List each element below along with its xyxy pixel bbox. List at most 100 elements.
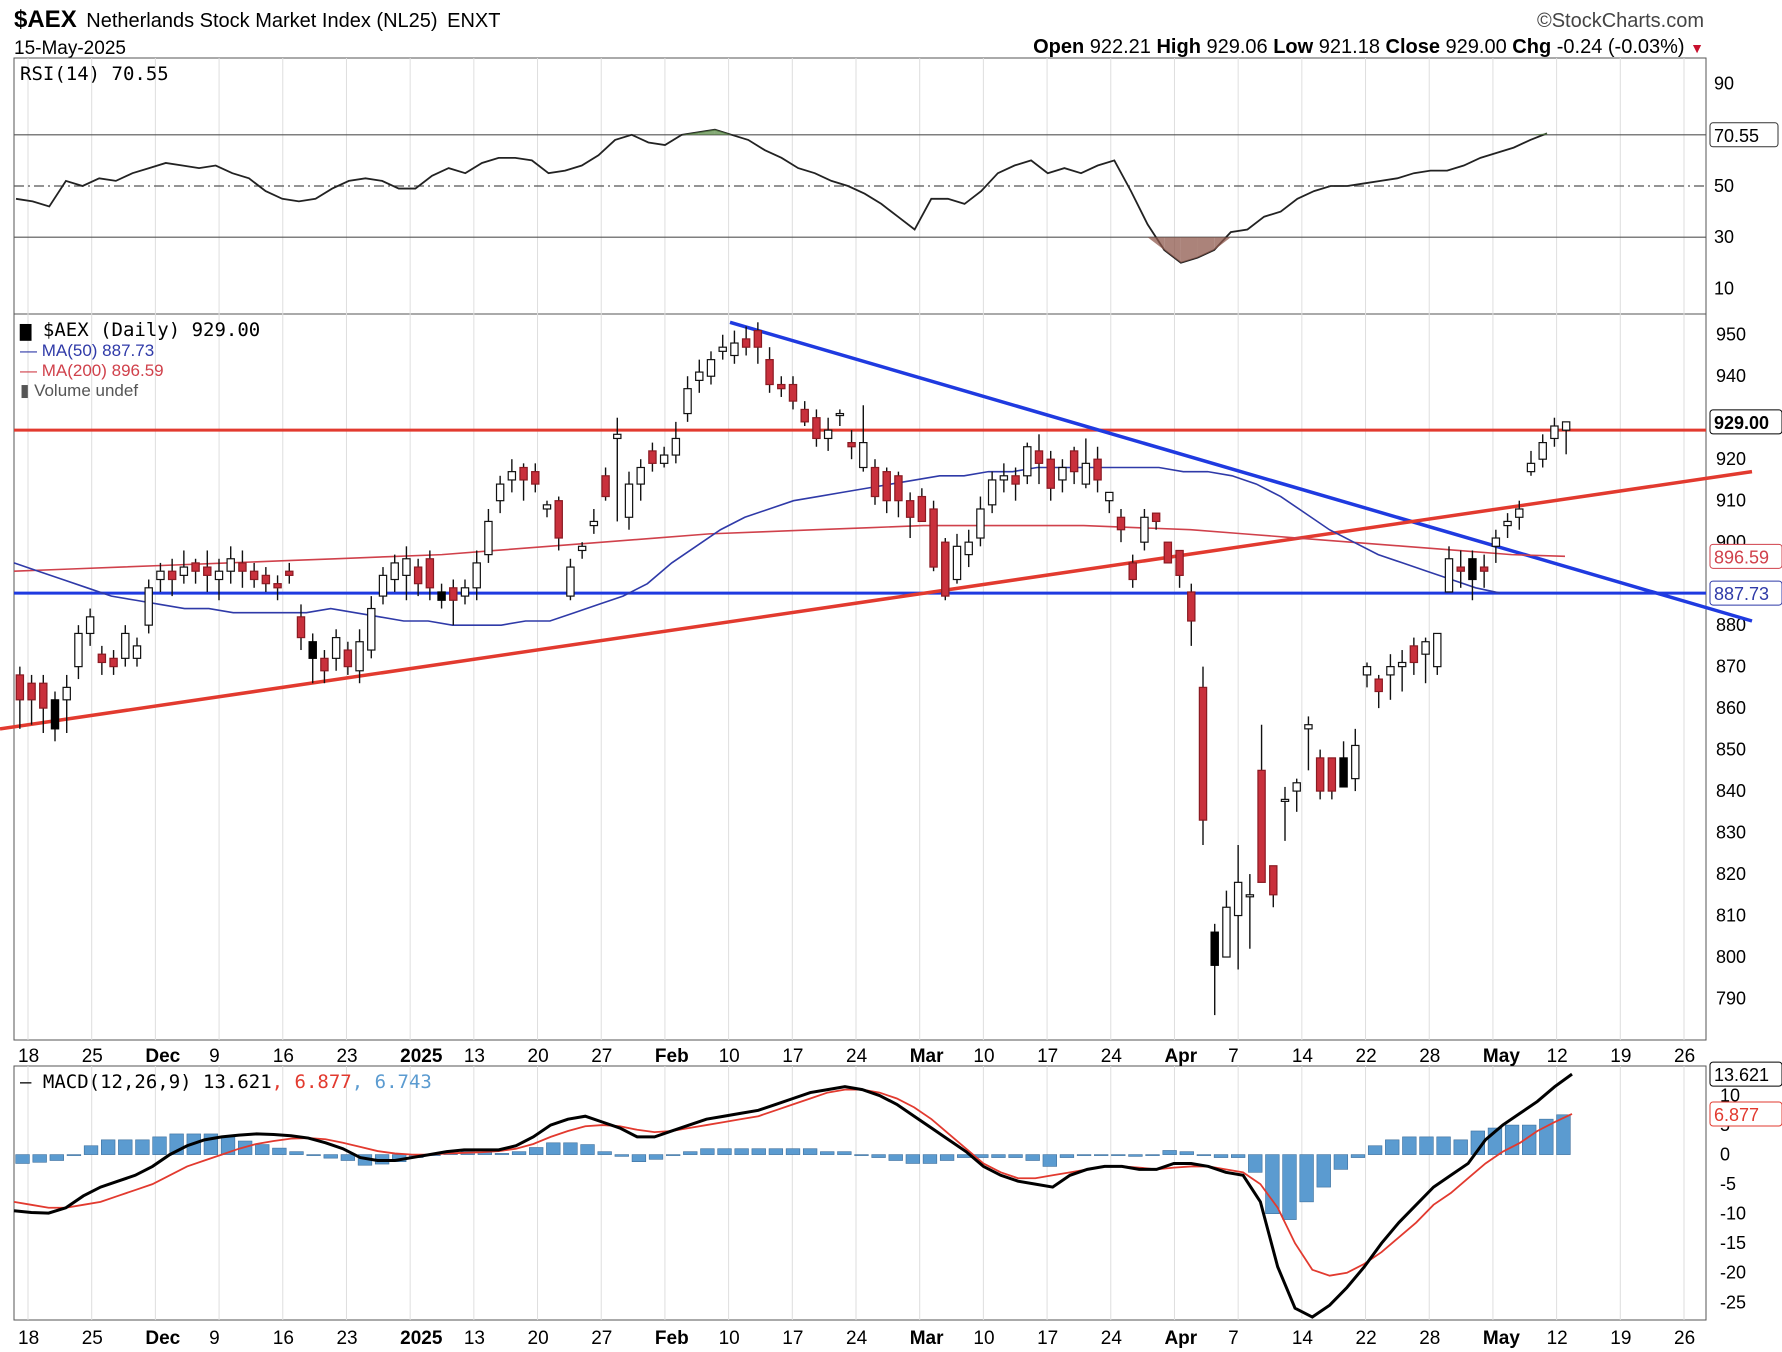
legend-ma50: — MA(50) 887.73 [20,341,154,360]
macd-histogram-bar [1042,1154,1057,1167]
x-tick-label: 26 [1674,1328,1695,1349]
candle [179,550,189,584]
candle [1069,446,1079,485]
candle-body [1339,757,1348,788]
x-tick-label: 25 [82,1328,103,1349]
candle [1339,741,1348,788]
descending-trendline-blue [729,320,1753,623]
candle [367,596,376,659]
rsi-oversold-fill [1197,237,1215,258]
candle-body [390,562,399,581]
candle-body [367,607,376,651]
x-tick-label: 2025 [400,1046,443,1067]
candle [1233,845,1243,970]
candle [999,463,1009,493]
open-label: Open [1033,36,1085,58]
macd-histogram-bar [1265,1154,1280,1214]
macd-histogram-bar [1179,1151,1194,1155]
candle [1491,529,1501,563]
candle [577,542,587,559]
rsi-overbought-fill [681,132,699,135]
macd-histogram-bar [1008,1154,1023,1158]
candle [706,351,716,385]
macd-histogram-bar [1282,1154,1297,1220]
x-tick-label: 10 [973,1046,994,1067]
candle-body [1280,798,1290,802]
candle [50,691,60,742]
macd-histogram-bar [1436,1136,1451,1155]
candle-body [1046,458,1055,489]
candle [1210,923,1219,1016]
rsi-y-tick: 30 [1714,227,1734,247]
candle-body [976,508,985,539]
x-tick-label: 19 [1610,1046,1631,1067]
candle-body [214,570,224,581]
high-label: High [1156,36,1201,58]
candle [27,674,36,725]
macd-histogram-bar [323,1154,338,1159]
x-tick-label: 20 [528,1046,549,1067]
candle-body [589,520,599,527]
candle-body [1456,566,1465,572]
macd-histogram-bar [837,1151,852,1155]
candle-body [1421,641,1430,655]
candle [285,562,294,584]
x-tick-label: 16 [273,1046,294,1067]
candle-body [1058,466,1067,481]
rsi-legend: RSI(14) 70.55 [20,63,169,85]
candle-body [1069,450,1079,473]
x-tick-label: 16 [273,1328,294,1349]
candle-body [1491,537,1501,547]
x-tick-label: 10 [973,1328,994,1349]
x-tick-label: Mar [910,1328,944,1349]
candle-body [800,408,809,423]
candle [1269,865,1278,908]
candle [765,347,774,393]
candle-body [636,466,645,485]
candle-body [1023,446,1032,477]
candle-body [1163,541,1173,564]
candle-body [413,566,423,585]
x-tick-label: 7 [1228,1046,1239,1067]
macd-histogram-bar [648,1154,664,1160]
price-panel [13,313,1707,1041]
macd-y-tick: 10 [1720,1086,1740,1106]
candle [624,471,634,530]
candle-body [437,591,446,601]
macd-histogram-bar [83,1145,99,1155]
candle [1140,508,1149,551]
candle-body [1386,666,1395,676]
candle [1351,728,1360,792]
candle [261,567,271,592]
candle [132,637,142,667]
candle-body [472,562,481,589]
candle-body [554,500,563,539]
candle [1515,500,1524,530]
candle-body [1503,520,1512,527]
candle-body [812,417,821,440]
candle [15,666,25,729]
candle [1175,549,1184,588]
x-tick-label: 13 [464,1328,485,1349]
candle-body [1315,757,1325,792]
candle-body [882,471,891,502]
candle-body [1245,894,1255,898]
macd-histogram-bar [135,1139,150,1155]
brand-logo[interactable]: ©StockCharts.com [1536,10,1704,32]
candle-body [1327,757,1337,792]
price-y-tick: 860 [1716,698,1746,718]
candle [425,550,435,601]
candle-body [1515,508,1524,518]
candle-body [156,570,165,581]
candle [390,554,399,592]
macd-histogram-bar [768,1148,784,1155]
candle [1187,583,1196,646]
x-tick-label: 27 [591,1328,612,1349]
candle-body [1479,566,1489,572]
candle [519,463,528,501]
candle [613,417,622,522]
candle [542,500,552,518]
candle [976,496,985,547]
price-y-tick: 800 [1716,947,1746,967]
